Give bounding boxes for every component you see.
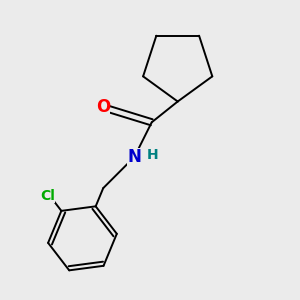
Text: Cl: Cl xyxy=(40,189,56,203)
Text: N: N xyxy=(128,148,141,166)
Text: O: O xyxy=(96,98,110,116)
Text: H: H xyxy=(147,148,158,162)
